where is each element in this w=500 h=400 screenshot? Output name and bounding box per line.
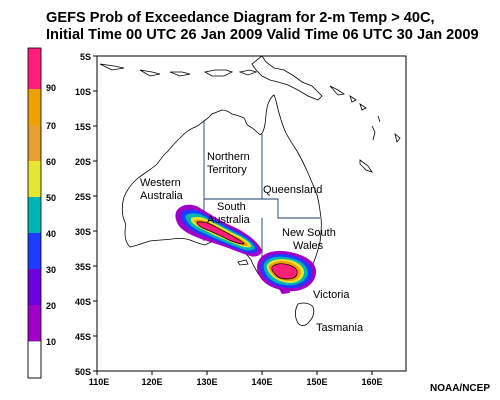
label-northern-territory-line1: Northern <box>207 151 250 163</box>
label-south-australia-line1: South <box>217 201 246 213</box>
new-caledonia <box>359 159 373 173</box>
colorbar-label-90: 90 <box>46 83 56 93</box>
island-fragment-3 <box>99 63 125 71</box>
colorbar-bin-10-20 <box>28 305 41 341</box>
lon-label-150e: 150E <box>306 377 327 387</box>
lat-label-45s: 45S <box>75 332 91 342</box>
island-fragment-4 <box>238 69 258 76</box>
title-line-1: GEFS Prob of Exceedance Diagram for 2-m … <box>46 10 435 26</box>
colorbar: 10 20 30 40 50 60 70 90 <box>27 47 56 379</box>
colorbar-label-70: 70 <box>46 121 56 131</box>
colorbar-label-30: 30 <box>46 265 56 275</box>
lon-label-140e: 140E <box>251 377 272 387</box>
island-fragment-2 <box>169 71 191 77</box>
credit-label: NOAA/NCEP <box>429 383 490 394</box>
label-queensland: Queensland <box>263 184 322 196</box>
lat-label-10s: 10S <box>75 87 91 97</box>
lat-label-25s: 25S <box>75 192 91 202</box>
solomon-islands <box>329 85 367 111</box>
tasmania-coastline <box>294 302 315 326</box>
colorbar-bin-20-30 <box>28 269 41 305</box>
colorbar-bin-50-60 <box>28 161 41 197</box>
colorbar-label-40: 40 <box>46 229 56 239</box>
label-western-australia-line1: Western <box>140 177 181 189</box>
colorbar-bin-30-40 <box>28 233 41 269</box>
lon-label-110e: 110E <box>89 377 110 387</box>
colorbar-label-10: 10 <box>46 337 56 347</box>
map-title: GEFS Prob of Exceedance Diagram for 2-m … <box>46 10 486 44</box>
label-victoria: Victoria <box>313 289 350 301</box>
label-new-south-wales-line1: New South <box>282 227 336 239</box>
colorbar-label-20: 20 <box>46 301 56 311</box>
label-northern-territory-line2: Territory <box>207 164 247 176</box>
colorbar-bin-60-70 <box>28 125 41 161</box>
lon-ticks <box>96 371 373 375</box>
map-frame <box>96 55 407 372</box>
kangaroo-island <box>237 259 249 266</box>
lat-label-5s: 5S <box>80 52 91 62</box>
timor-coastline <box>203 69 234 77</box>
lat-label-35s: 35S <box>75 262 91 272</box>
colorbar-label-50: 50 <box>46 193 56 203</box>
probability-field-south-australia <box>175 204 262 257</box>
label-south-australia-line2: Australia <box>207 214 251 226</box>
coastlines <box>99 55 401 326</box>
australia-coastline <box>121 94 322 287</box>
lon-label-130e: 130E <box>196 377 217 387</box>
lat-label-30s: 30S <box>75 227 91 237</box>
label-western-australia-line2: Australia <box>140 190 184 202</box>
lat-ticks <box>93 55 97 372</box>
lat-label-15s: 15S <box>75 122 91 132</box>
region-labels: Western Australia Northern Territory Que… <box>140 151 364 334</box>
fiji-islands <box>394 132 401 143</box>
island-fragment-1 <box>139 69 161 77</box>
title-line-2: Initial Time 00 UTC 26 Jan 2009 Valid Ti… <box>46 27 479 43</box>
label-tasmania: Tasmania <box>316 322 364 334</box>
colorbar-frame <box>27 47 42 379</box>
sa-qld-nsw-border <box>262 198 320 219</box>
colorbar-label-60: 60 <box>46 157 56 167</box>
colorbar-bin-90-100 <box>28 48 41 89</box>
label-new-south-wales-line2: Wales <box>293 240 324 252</box>
new-guinea-coastline <box>251 55 323 101</box>
colorbar-bin-70-90 <box>28 89 41 125</box>
colorbar-bin-0-10 <box>27 340 42 379</box>
vanuatu-islands <box>371 115 381 141</box>
colorbar-bin-40-50 <box>28 197 41 233</box>
lon-label-160e: 160E <box>361 377 382 387</box>
lon-label-120e: 120E <box>141 377 162 387</box>
lat-label-20s: 20S <box>75 157 91 167</box>
lat-label-50s: 50S <box>75 367 91 377</box>
lat-label-40s: 40S <box>75 297 91 307</box>
probability-field-nsw-victoria <box>257 250 317 294</box>
